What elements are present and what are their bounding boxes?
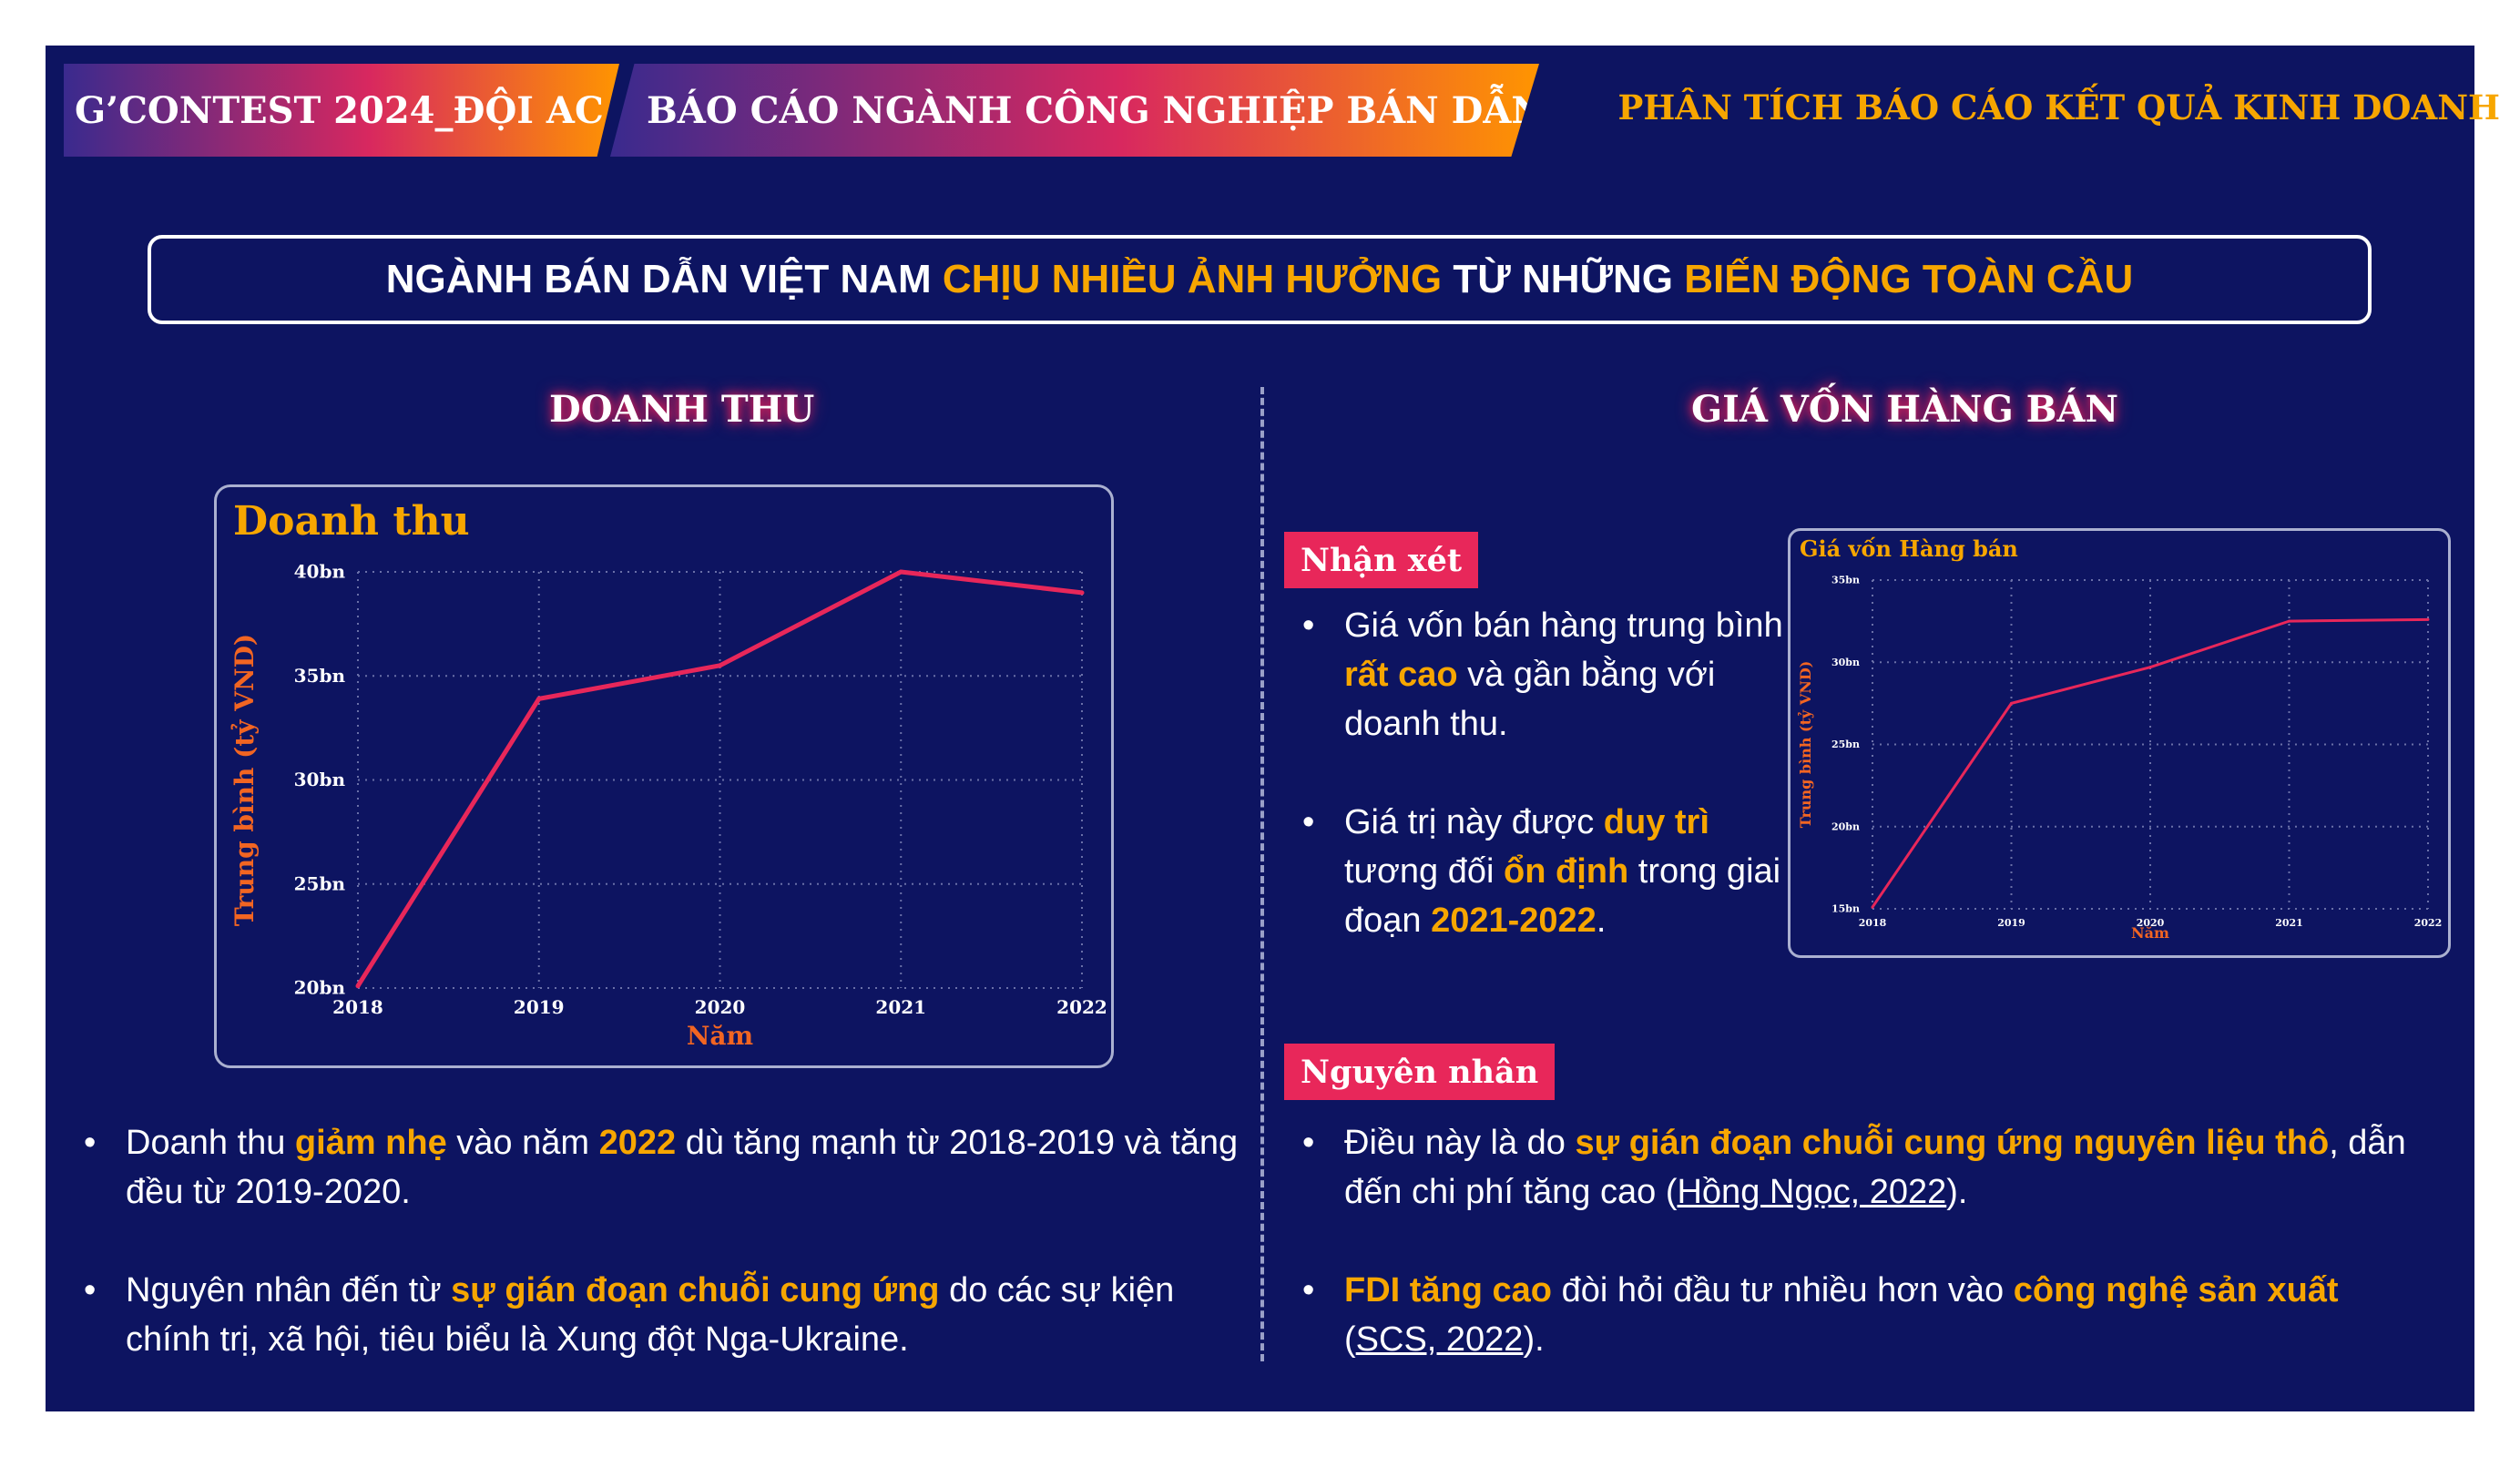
y-tick-label: 35bn bbox=[294, 665, 346, 687]
data-point bbox=[1079, 590, 1085, 596]
bullet-highlight: sự gián đoạn chuỗi cung ứng bbox=[451, 1271, 940, 1309]
bullet-highlight: ổn định bbox=[1504, 852, 1629, 891]
data-point bbox=[2010, 701, 2013, 705]
x-tick-label: 2020 bbox=[2137, 917, 2165, 929]
reason-tag: Nguyên nhân bbox=[1284, 1044, 1556, 1100]
bullet-text: ). bbox=[1523, 1320, 1545, 1359]
revenue-chart-frame: 20bn 25bn 30bn 35bn 40bn 2018 2019 2020 2021 2022… bbox=[214, 484, 1114, 1068]
list-item: Doanh thu giảm nhẹ vào năm 2022 dù tăng … bbox=[84, 1118, 1240, 1217]
chart-title: Giá vốn Hàng bán bbox=[1800, 535, 2018, 562]
left-section-title: DOANH THU bbox=[549, 388, 815, 431]
citation-link[interactable]: SCS, 2022 bbox=[1355, 1320, 1524, 1359]
list-item: Điều này là do sự gián đoạn chuỗi cung ứ… bbox=[1302, 1118, 2432, 1217]
report-banner: BÁO CÁO NGÀNH CÔNG NGHIỆP BÁN DẪN bbox=[610, 64, 1539, 157]
list-item: Giá vốn bán hàng trung bình rất cao và g… bbox=[1302, 601, 1794, 749]
revenue-chart: 20bn 25bn 30bn 35bn 40bn 2018 2019 2020 2021 2022… bbox=[230, 498, 1107, 1051]
y-tick-label: 15bn bbox=[1831, 903, 1860, 915]
bullet-text: . bbox=[1596, 902, 1607, 940]
headline-box: NGÀNH BÁN DẪN VIỆT NAM CHỊU NHIỀU ẢNH HƯ… bbox=[148, 235, 2372, 324]
citation-link[interactable]: Hồng Ngọc, 2022 bbox=[1677, 1173, 1947, 1211]
x-tick-label: 2022 bbox=[2414, 917, 2443, 929]
x-tick-label: 2022 bbox=[1056, 996, 1107, 1018]
list-item: Giá trị này được duy trì tương đối ổn đị… bbox=[1302, 798, 1794, 945]
y-tick-label: 35bn bbox=[1831, 575, 1860, 586]
series-line bbox=[355, 569, 1083, 988]
contest-banner: G’CONTEST 2024_ĐỘI AC bbox=[64, 64, 619, 157]
x-tick-label: 2018 bbox=[332, 996, 383, 1018]
data-point bbox=[718, 663, 722, 668]
column-divider bbox=[1260, 387, 1264, 1361]
x-tick-label: 2021 bbox=[2275, 917, 2303, 929]
bullet-text: do các sự kiện chính trị, xã hội, tiêu b… bbox=[126, 1271, 1175, 1359]
list-item: Nguyên nhân đến từ sự gián đoạn chuỗi cu… bbox=[84, 1266, 1240, 1364]
x-axis-label: Năm bbox=[687, 1021, 753, 1051]
bullet-text: ( bbox=[1344, 1320, 1356, 1359]
data-point bbox=[2426, 617, 2430, 621]
headline-part-2: CHỊU NHIỀU ẢNH HƯỞNG bbox=[942, 257, 1443, 301]
cogs-chart-frame: 15bn 20bn 25bn 30bn 35bn 2018 2019 2020 2021 2022… bbox=[1788, 528, 2451, 958]
y-tick-label: 20bn bbox=[294, 977, 346, 999]
y-tick-label: 30bn bbox=[1831, 657, 1860, 668]
x-tick-label: 2019 bbox=[514, 996, 565, 1018]
data-point bbox=[898, 569, 903, 575]
bullet-highlight: giảm nhẹ bbox=[294, 1124, 447, 1162]
bullet-text: ). bbox=[1946, 1173, 1968, 1211]
x-tick-label: 2020 bbox=[695, 996, 746, 1018]
y-tick-label: 25bn bbox=[294, 872, 346, 894]
right-section-title: GIÁ VỐN HÀNG BÁN bbox=[1691, 388, 2119, 431]
bullet-text: vào năm bbox=[446, 1124, 599, 1162]
reason-bullet-list: Điều này là do sự gián đoạn chuỗi cung ứ… bbox=[1302, 1118, 2432, 1364]
headline-part-4: BIẾN ĐỘNG TOÀN CẦU bbox=[1684, 257, 2134, 301]
bullet-text: tương đối bbox=[1344, 852, 1505, 891]
y-axis-label: Trung bình (tỷ VND) bbox=[230, 634, 260, 926]
section-label: PHÂN TÍCH BÁO CÁO KẾT QUẢ KINH DOANH bbox=[1617, 87, 2500, 127]
bullet-text: , dẫn đến chi phí tăng cao ( bbox=[1344, 1124, 2406, 1211]
bullet-text: Điều này là do bbox=[1344, 1124, 1576, 1162]
bullet-text: đòi hỏi đầu tư nhiều hơn vào bbox=[1552, 1271, 2014, 1309]
x-axis-label: Năm bbox=[2131, 924, 2169, 942]
y-tick-label: 30bn bbox=[294, 769, 346, 790]
data-point bbox=[1871, 905, 1874, 909]
y-axis-label: Trung bình (tỷ VND) bbox=[1797, 661, 1814, 829]
bullet-highlight: rất cao bbox=[1344, 656, 1458, 694]
contest-label: G’CONTEST 2024_ĐỘI AC bbox=[75, 88, 604, 132]
x-tick-label: 2018 bbox=[1859, 917, 1887, 929]
bullet-text: Giá vốn bán hàng trung bình bbox=[1344, 606, 1783, 645]
bullet-text: dù tăng mạnh từ 2018-2019 và tăng đều từ… bbox=[126, 1124, 1239, 1211]
report-label: BÁO CÁO NGÀNH CÔNG NGHIỆP BÁN DẪN bbox=[647, 88, 1545, 132]
comment-bullet-list: Giá vốn bán hàng trung bình rất cao và g… bbox=[1302, 601, 1794, 945]
data-point bbox=[536, 696, 542, 701]
data-point bbox=[2148, 666, 2152, 669]
bullet-highlight: FDI tăng cao bbox=[1344, 1271, 1553, 1309]
bullet-text: Nguyên nhân đến từ bbox=[126, 1271, 452, 1309]
cogs-chart: 15bn 20bn 25bn 30bn 35bn 2018 2019 2020 2021 2022… bbox=[1797, 535, 2443, 942]
bullet-highlight: duy trì bbox=[1603, 803, 1709, 841]
y-tick-label: 20bn bbox=[1831, 820, 1860, 832]
bullet-highlight: công nghệ sản xuất bbox=[2013, 1271, 2339, 1309]
list-item: FDI tăng cao đòi hỏi đầu tư nhiều hơn và… bbox=[1302, 1266, 2432, 1364]
bullet-text: Giá trị này được bbox=[1344, 803, 1604, 841]
bullet-highlight: sự gián đoạn chuỗi cung ứng nguyên liệu … bbox=[1575, 1124, 2330, 1162]
x-tick-label: 2019 bbox=[1997, 917, 2025, 929]
bullet-text: trong giai đoạn bbox=[1344, 852, 1781, 940]
headline-part-3: TỪ NHỮNG bbox=[1442, 257, 1685, 301]
bullet-text: và gần bằng với doanh thu. bbox=[1344, 656, 1716, 743]
chart-title: Doanh thu bbox=[233, 498, 470, 545]
x-tick-label: 2021 bbox=[875, 996, 926, 1018]
y-tick-label: 25bn bbox=[1831, 739, 1860, 750]
left-bullet-list: Doanh thu giảm nhẹ vào năm 2022 dù tăng … bbox=[84, 1118, 1240, 1364]
comment-tag: Nhận xét bbox=[1284, 532, 1479, 588]
headline-part-1: NGÀNH BÁN DẪN VIỆT NAM bbox=[385, 257, 943, 301]
data-point bbox=[2288, 619, 2290, 623]
bullet-highlight: 2021-2022 bbox=[1431, 902, 1597, 940]
y-tick-label: 40bn bbox=[294, 561, 346, 583]
bullet-text: Doanh thu bbox=[126, 1124, 295, 1162]
bullet-highlight: 2022 bbox=[598, 1124, 677, 1162]
data-point bbox=[355, 983, 361, 989]
